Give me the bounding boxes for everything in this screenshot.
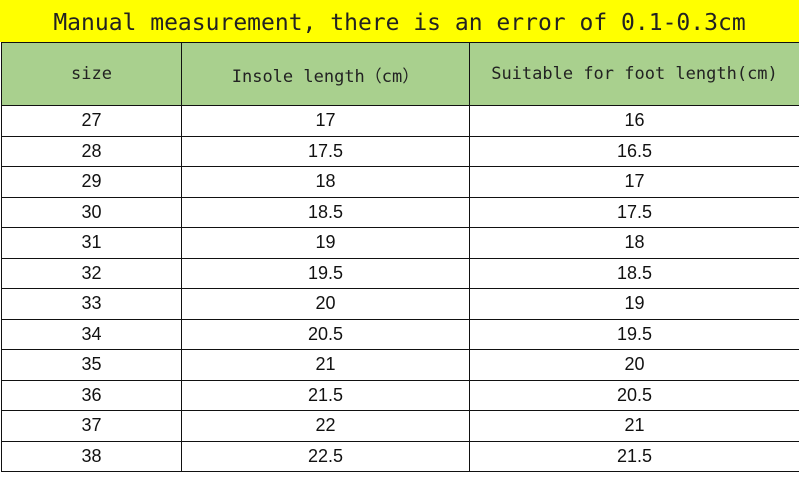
foot-length-cell: 17 [469,166,799,198]
foot-length-cell: 19 [469,288,799,320]
foot-length-cell: 16.5 [469,135,799,167]
foot-length-cell: 21 [469,410,799,442]
size-cell: 32 [1,257,182,289]
foot-length-cell: 17.5 [469,196,799,228]
table-row: 32 19.5 18.5 [1,257,799,289]
insole-length-cell: 21.5 [181,379,470,411]
insole-length-cell: 22 [181,410,470,442]
size-cell: 28 [1,135,182,167]
insole-length-cell: 20.5 [181,318,470,350]
insole-length-cell: 19 [181,227,470,259]
table-row: 34 20.5 19.5 [1,318,799,350]
insole-length-cell: 21 [181,349,470,381]
insole-length-cell: 20 [181,288,470,320]
table-row: 38 22.5 21.5 [1,440,799,472]
foot-length-cell: 19.5 [469,318,799,350]
header-size: size [1,42,182,106]
foot-length-cell: 21.5 [469,440,799,472]
table-title: Manual measurement, there is an error of… [0,0,799,42]
size-cell: 31 [1,227,182,259]
table-row: 30 18.5 17.5 [1,196,799,228]
foot-length-cell: 16 [469,105,799,137]
header-row: size Insole length（cm） Suitable for foot… [1,42,799,106]
size-cell: 33 [1,288,182,320]
foot-length-cell: 20.5 [469,379,799,411]
table-row: 37 22 21 [1,410,799,442]
foot-length-cell: 18 [469,227,799,259]
table-row: 28 17.5 16.5 [1,135,799,167]
table-row: 29 18 17 [1,166,799,198]
insole-length-cell: 17 [181,105,470,137]
table-row: 33 20 19 [1,288,799,320]
header-insole-length: Insole length（cm） [181,42,470,106]
size-cell: 34 [1,318,182,350]
size-cell: 38 [1,440,182,472]
insole-length-cell: 19.5 [181,257,470,289]
table-row: 27 17 16 [1,105,799,137]
size-cell: 27 [1,105,182,137]
size-cell: 36 [1,379,182,411]
insole-length-cell: 18.5 [181,196,470,228]
size-cell: 29 [1,166,182,198]
size-chart-table: size Insole length（cm） Suitable for foot… [1,42,799,472]
foot-length-cell: 20 [469,349,799,381]
size-cell: 37 [1,410,182,442]
header-foot-length: Suitable for foot length(cm) [469,42,799,106]
table-row: 35 21 20 [1,349,799,381]
table-row: 31 19 18 [1,227,799,259]
table-row: 36 21.5 20.5 [1,379,799,411]
size-cell: 30 [1,196,182,228]
size-cell: 35 [1,349,182,381]
foot-length-cell: 18.5 [469,257,799,289]
insole-length-cell: 18 [181,166,470,198]
insole-length-cell: 17.5 [181,135,470,167]
insole-length-cell: 22.5 [181,440,470,472]
